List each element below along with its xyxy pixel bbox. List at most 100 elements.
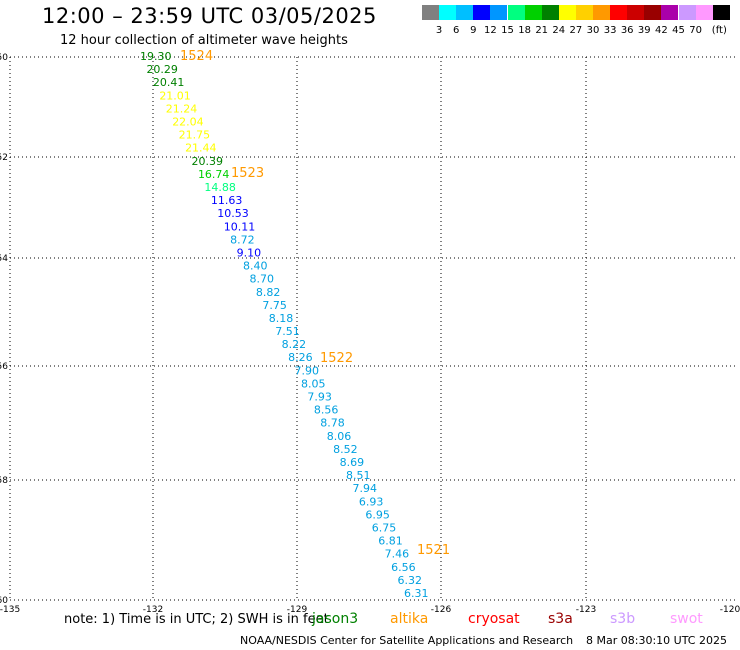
legend-swatch [558, 5, 576, 20]
wave-height-value: 8.72 [230, 233, 255, 246]
wave-height-value: 7.90 [295, 364, 320, 377]
mission-s3b: s3b [610, 611, 636, 627]
wave-height-value: 22.04 [172, 115, 204, 128]
pass-time-label: 1521 [417, 543, 450, 558]
legend-swatch [575, 5, 593, 20]
wave-height-value: 8.52 [333, 443, 358, 456]
legend-label: 3 [435, 25, 443, 36]
longitude-label: -129 [287, 605, 308, 615]
wave-height-value: 10.11 [224, 220, 256, 233]
mission-altika: altika [390, 611, 429, 627]
wave-height-value: 9.10 [237, 246, 262, 259]
legend-label: 70 [689, 25, 702, 36]
mission-swot: swot [670, 611, 703, 627]
legend-swatch [610, 5, 628, 20]
legend-swatch [541, 5, 559, 20]
footer-note: note: 1) Time is in UTC; 2) SWH is in fe… [64, 612, 329, 627]
legend-swatch [439, 5, 457, 20]
wave-height-value: 8.05 [301, 377, 326, 390]
latitude-label: -52 [0, 153, 8, 163]
wave-height-value: 8.26 [288, 351, 313, 364]
wave-height-value: 20.29 [146, 63, 178, 76]
mission-cryosat: cryosat [468, 611, 520, 627]
wave-height-value: 8.51 [346, 469, 371, 482]
wave-height-value: 7.46 [385, 548, 410, 561]
legend-swatch [456, 5, 474, 20]
wave-height-value: 8.18 [269, 312, 294, 325]
wave-height-value: 8.78 [320, 417, 345, 430]
wave-height-value: 8.06 [327, 430, 352, 443]
wave-height-value: 8.82 [256, 286, 281, 299]
pass-time-label: 1524 [180, 49, 213, 64]
generated-timestamp: 8 Mar 08:30:10 UTC 2025 [586, 634, 727, 647]
legend-swatch [490, 5, 508, 20]
legend-label: 33 [603, 25, 617, 36]
mission-s3a: s3a [548, 611, 573, 627]
wave-height-value: 10.53 [217, 207, 249, 220]
wave-height-value: 19.30 [140, 50, 172, 63]
longitude-label: -126 [431, 605, 452, 615]
wave-height-value: 6.56 [391, 561, 416, 574]
wave-height-value: 21.44 [185, 142, 217, 155]
latitude-label: -54 [0, 254, 8, 264]
pass-time-label: 1522 [320, 351, 353, 366]
longitude-label: -135 [0, 605, 20, 615]
wave-height-value: 6.31 [404, 587, 429, 600]
legend-swatch [644, 5, 662, 20]
latitude-label: -50 [0, 53, 8, 63]
legend-unit: (ft) [711, 25, 727, 36]
wave-height-value: 6.32 [398, 574, 423, 587]
wave-height-value: 7.93 [307, 391, 332, 404]
legend-label: 27 [569, 25, 583, 36]
legend-swatch [695, 5, 713, 20]
wave-height-value: 8.22 [282, 338, 307, 351]
longitude-label: -120 [720, 605, 740, 615]
wave-height-value: 6.93 [359, 495, 384, 508]
latitude-label: -60 [0, 596, 8, 606]
wave-height-value: 6.75 [372, 522, 397, 535]
legend-label: 24 [552, 25, 566, 36]
legend-label: 18 [518, 25, 531, 36]
legend-swatch [593, 5, 610, 20]
legend-label: 30 [586, 25, 600, 36]
wave-height-value: 11.63 [211, 194, 243, 207]
wave-height-value: 7.51 [275, 325, 300, 338]
map-subtitle: 12 hour collection of altimeter wave hei… [60, 33, 348, 48]
latitude-label: -56 [0, 362, 8, 372]
legend-swatch [627, 5, 645, 20]
wave-height-value: 7.94 [352, 482, 377, 495]
legend-swatch [678, 5, 696, 20]
legend-label: 12 [484, 25, 497, 36]
pass-time-label: 1523 [231, 166, 264, 181]
map-title: 12:00 – 23:59 UTC 03/05/2025 [42, 4, 377, 28]
longitude-label: -132 [143, 605, 163, 615]
wave-height-value: 21.75 [179, 129, 211, 142]
legend-label: 6 [453, 25, 460, 36]
wave-height-value: 20.41 [153, 76, 185, 89]
mission-jason3: jason3 [312, 611, 359, 627]
wave-height-value: 6.95 [365, 508, 390, 521]
wave-height-value: 8.40 [243, 260, 268, 273]
legend-label: 42 [655, 25, 668, 36]
legend-label: 36 [620, 25, 634, 36]
legend-swatch [524, 5, 542, 20]
wave-height-value: 14.88 [204, 181, 236, 194]
legend-swatch [661, 5, 679, 20]
legend-label: 45 [672, 25, 685, 36]
wave-height-value: 20.39 [192, 155, 224, 168]
legend-swatch [473, 5, 491, 20]
wave-height-value: 8.56 [314, 404, 339, 417]
wave-height-value: 7.75 [262, 299, 287, 312]
legend-swatch [712, 5, 730, 20]
legend-label: 21 [535, 25, 549, 36]
latitude-label: -58 [0, 476, 8, 486]
wave-height-value: 6.81 [378, 535, 403, 548]
longitude-label: -123 [576, 605, 596, 615]
credit-text: NOAA/NESDIS Center for Satellite Applica… [240, 634, 574, 647]
legend-label: 9 [470, 25, 477, 36]
wave-height-value: 8.69 [340, 456, 365, 469]
wave-height-value: 21.01 [159, 89, 191, 102]
wave-height-value: 21.24 [166, 102, 198, 115]
legend-swatch [507, 5, 525, 20]
